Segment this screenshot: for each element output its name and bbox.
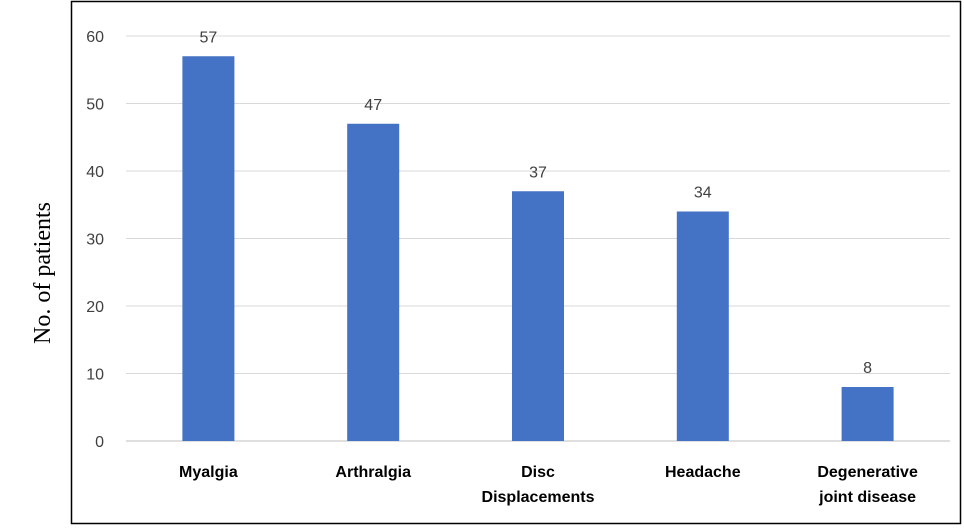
x-category-label: Arthralgia [335, 464, 411, 481]
bar [676, 211, 729, 441]
x-category-line: Displacements [482, 489, 595, 506]
data-label: 37 [529, 164, 547, 181]
y-tick-label: 40 [86, 164, 104, 181]
data-label: 8 [863, 360, 872, 377]
x-category-label: Myalgia [179, 464, 238, 481]
y-tick-label: 10 [86, 367, 104, 384]
bar [841, 387, 894, 441]
bar [512, 191, 564, 441]
x-category-label: Degenerative joint disease [817, 464, 918, 506]
data-labels: 57 47 37 34 8 [200, 29, 873, 377]
x-category-label: Disc Displacements [482, 464, 595, 506]
data-label: 47 [364, 97, 382, 114]
x-category-line: Headache [665, 464, 741, 481]
bar [347, 123, 400, 441]
x-category-label: Headache [665, 464, 741, 481]
y-tick-label: 30 [86, 232, 104, 249]
x-axis-categories: Myalgia Arthralgia Disc Displacements Headac… [179, 464, 918, 506]
gridlines [126, 35, 950, 442]
x-category-line: Disc [521, 464, 555, 481]
y-axis-label: No. of patients [30, 202, 56, 344]
y-tick-label: 60 [86, 29, 104, 46]
bar [182, 56, 235, 441]
data-label: 34 [694, 185, 712, 202]
x-category-line: Degenerative [817, 464, 918, 481]
y-tick-label: 50 [86, 97, 104, 114]
y-tick-label: 0 [95, 434, 104, 451]
x-category-line: joint disease [818, 489, 916, 506]
bars [182, 56, 894, 441]
y-axis-ticks: 0 10 20 30 40 50 60 [86, 29, 104, 451]
y-tick-label: 20 [86, 299, 104, 316]
data-label: 57 [200, 29, 218, 46]
x-category-line: Arthralgia [335, 464, 411, 481]
x-category-line: Myalgia [179, 464, 238, 481]
